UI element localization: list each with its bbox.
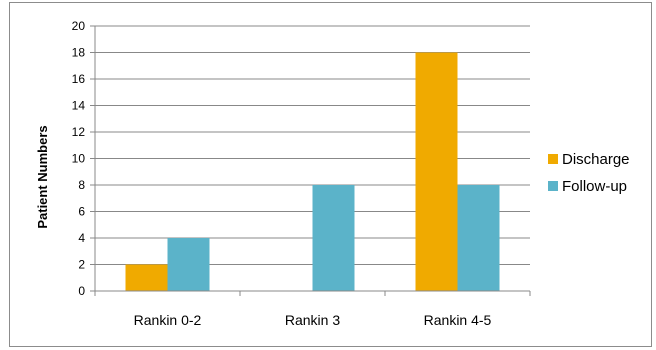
y-tick-label: 4 [78, 231, 85, 245]
y-tick-label: 18 [72, 46, 86, 60]
y-axis-title: Patient Numbers [35, 125, 50, 228]
x-category-label: Rankin 0-2 [134, 312, 202, 328]
legend: Discharge Follow-up [548, 151, 630, 195]
x-category-label: Rankin 4-5 [424, 312, 492, 328]
bar-follow-up-1 [312, 185, 355, 291]
bar-discharge-2 [415, 52, 458, 291]
y-tick-label: 16 [72, 72, 86, 86]
y-tick-label: 12 [72, 125, 86, 139]
bar-discharge-0 [125, 264, 168, 291]
y-tick-label: 20 [72, 19, 86, 33]
bar-follow-up-0 [167, 238, 210, 291]
y-tick-label: 14 [72, 99, 86, 113]
y-tick-label: 0 [78, 284, 85, 298]
y-tick-label: 6 [78, 205, 85, 219]
legend-swatch [548, 181, 558, 191]
axes: 0 2 4 6 8 10 12 14 16 18 20 Rankin 0-2 Rankin 3 Ranki… [72, 19, 531, 328]
y-tick-label: 2 [78, 258, 85, 272]
legend-swatch [548, 154, 558, 164]
y-tick-label: 8 [78, 178, 85, 192]
bar-follow-up-2 [457, 185, 500, 291]
y-tick-label: 10 [72, 152, 86, 166]
bars [125, 52, 500, 291]
x-category-label: Rankin 3 [285, 312, 340, 328]
legend-label: Discharge [562, 151, 630, 168]
legend-label: Follow-up [562, 178, 627, 195]
